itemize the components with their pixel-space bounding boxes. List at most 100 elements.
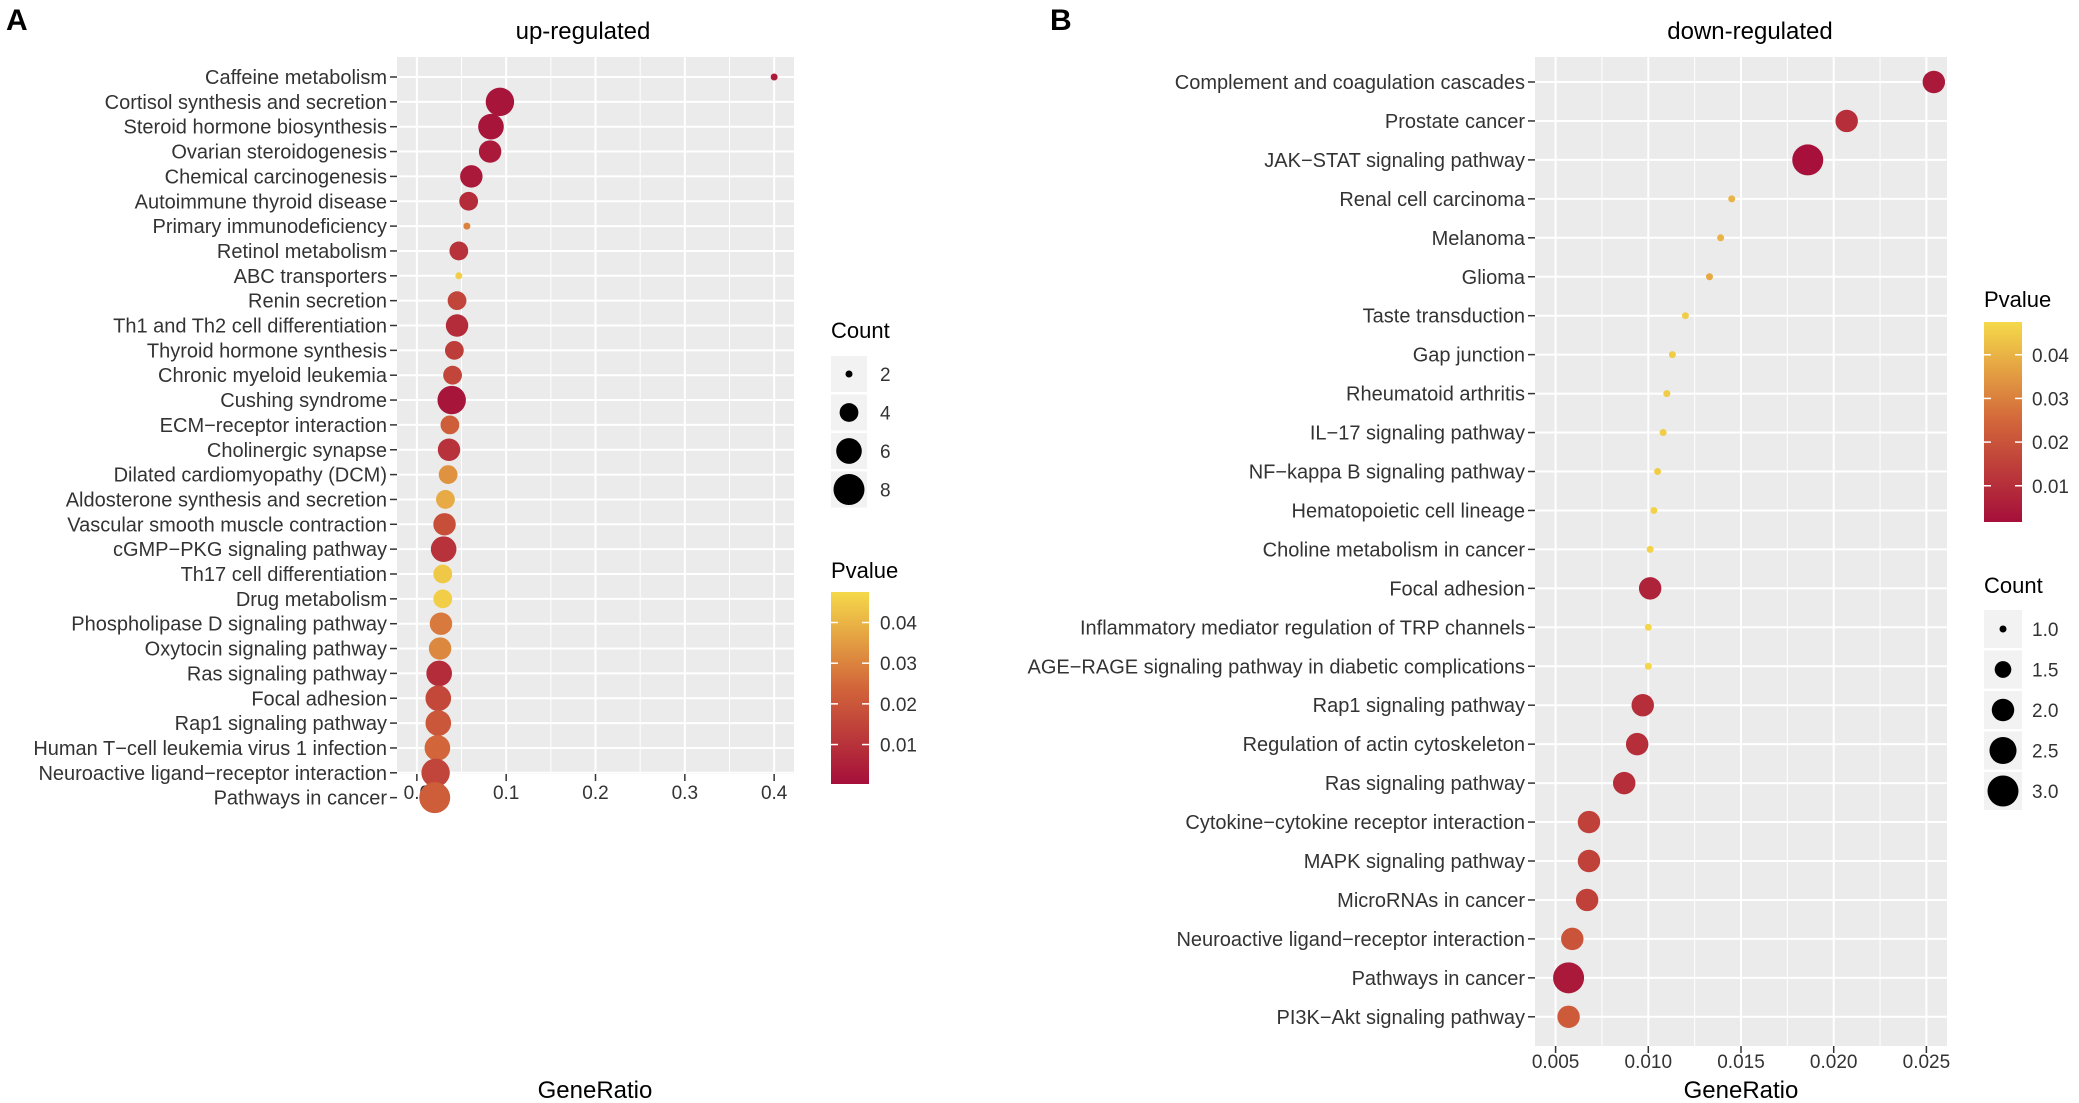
data-point [1557, 1005, 1580, 1029]
y-tick-label: Cortisol synthesis and secretion [105, 92, 387, 114]
y-tick-label: MicroRNAs in cancer [1337, 890, 1525, 912]
data-point [459, 191, 479, 211]
y-tick-label: Primary immunodeficiency [152, 216, 387, 238]
size-legend-dot [1991, 698, 2015, 722]
size-legend-dot [833, 474, 865, 505]
data-point [424, 735, 451, 761]
chart-title-b: down-regulated [1667, 18, 1832, 45]
size-legend-dot [1989, 736, 2017, 765]
size-legend-dot [1994, 661, 2012, 678]
y-tick-label: IL−17 signaling pathway [1310, 423, 1525, 445]
y-tick-label: Ras signaling pathway [1325, 773, 1525, 795]
x-tick-label: 0.010 [1625, 1052, 1673, 1073]
y-tick-label: ECM−receptor interaction [160, 415, 387, 437]
data-point [1638, 577, 1662, 600]
y-tick-label: JAK−STAT signaling pathway [1264, 150, 1525, 172]
panel-letter-a: A [6, 4, 28, 37]
y-tick-label: Hematopoietic cell lineage [1292, 500, 1525, 522]
size-legend-label: 2 [880, 365, 891, 386]
x-tick-label: 0.4 [761, 783, 788, 804]
y-tick-label: MAPK signaling pathway [1304, 851, 1525, 873]
y-axis-labels-b: Complement and coagulation cascades Prost… [1028, 72, 1535, 1029]
colorbar-b [1984, 322, 2022, 522]
y-tick-label: Renin secretion [248, 291, 387, 313]
data-point [1922, 70, 1946, 94]
y-tick-label: Rap1 signaling pathway [175, 713, 387, 735]
colorbar-label: 0.01 [2032, 477, 2069, 498]
data-point [430, 536, 457, 562]
y-tick-label: Phospholipase D signaling pathway [71, 614, 387, 636]
data-point [1681, 312, 1689, 320]
y-tick-label: Ovarian steroidogenesis [171, 142, 387, 164]
data-point [1577, 810, 1601, 834]
data-point [1553, 962, 1585, 994]
size-legend-label: 1.0 [2032, 620, 2058, 641]
y-tick-label: Th1 and Th2 cell differentiation [113, 316, 387, 338]
y-tick-label: Cytokine−cytokine receptor interaction [1185, 812, 1525, 834]
data-point [1717, 234, 1725, 242]
points-b [1553, 70, 1946, 1029]
y-tick-label: Vascular smooth muscle contraction [67, 514, 387, 536]
size-legend-dot [845, 370, 853, 378]
data-point [438, 465, 458, 484]
data-point [444, 340, 464, 360]
data-point [478, 140, 502, 163]
y-tick-label: Gap junction [1413, 345, 1525, 367]
y-tick-label: Neuroactive ligand−receptor interaction [1176, 929, 1525, 951]
y-tick-label: Taste transduction [1363, 306, 1525, 328]
y-tick-label: Cholinergic synapse [207, 440, 387, 462]
y-tick-label: Chronic myeloid leukemia [158, 365, 388, 387]
y-tick-label: Steroid hormone biosynthesis [124, 117, 387, 139]
data-point [433, 513, 456, 536]
colorbar-a [831, 592, 869, 784]
size-legend-dot [1999, 625, 2007, 633]
size-legend-dot [836, 438, 862, 464]
data-point [425, 685, 452, 712]
y-tick-label: Regulation of actin cytoskeleton [1243, 734, 1525, 756]
size-legend-label: 4 [880, 404, 891, 425]
chart-title-a: up-regulated [516, 18, 651, 45]
size-legend-label: 1.5 [2032, 661, 2058, 682]
y-tick-label: Choline metabolism in cancer [1263, 539, 1526, 561]
y-tick-label: Pathways in cancer [1352, 968, 1526, 990]
data-point [455, 272, 463, 280]
y-axis-labels-a: Caffeine metabolism Cortisol synthesis an… [33, 67, 397, 810]
size-legend-label: 8 [880, 481, 891, 502]
data-point [1644, 662, 1652, 670]
x-axis-ticks-b: 0.005 0.010 0.015 0.020 0.025 [1532, 1046, 1950, 1073]
y-tick-label: Neuroactive ligand−receptor interaction [38, 763, 387, 785]
data-point [1654, 468, 1662, 475]
data-point [443, 365, 462, 385]
size-legend-a: Count 2 4 6 8 [831, 318, 891, 508]
colorbar-label: 0.04 [880, 614, 917, 635]
size-legend-label: 2.5 [2032, 742, 2058, 763]
panel-letter-b: B [1050, 4, 1072, 37]
x-tick-label: 0.1 [493, 783, 519, 804]
size-legend-title-b: Count [1984, 573, 2043, 598]
x-tick-label: 0.005 [1532, 1052, 1580, 1073]
data-point [463, 222, 471, 230]
data-point [437, 438, 461, 461]
y-tick-label: AGE−RAGE signaling pathway in diabetic c… [1028, 656, 1525, 678]
data-point [429, 612, 453, 635]
colorbar-label: 0.03 [2032, 389, 2069, 410]
y-tick-label: cGMP−PKG signaling pathway [113, 539, 387, 561]
x-tick-label: 0.025 [1903, 1052, 1951, 1073]
color-legend-b: Pvalue 0.04 0.03 0.02 0.01 [1984, 287, 2069, 522]
y-tick-label: Autoimmune thyroid disease [135, 191, 387, 213]
data-point [436, 490, 455, 509]
data-point [1835, 109, 1858, 133]
y-tick-label: Drug metabolism [236, 589, 387, 611]
y-tick-label: Ras signaling pathway [187, 663, 387, 685]
y-tick-label: Rap1 signaling pathway [1313, 695, 1525, 717]
gridlines-b [1535, 57, 1947, 1046]
data-point [1625, 732, 1649, 756]
size-legend-label: 6 [880, 442, 891, 463]
y-tick-label: Complement and coagulation cascades [1175, 72, 1525, 94]
gridlines-a [397, 57, 794, 799]
data-point [1728, 195, 1736, 203]
data-point [1577, 849, 1601, 873]
data-point [460, 165, 483, 188]
y-tick-label: Glioma [1462, 267, 1526, 289]
